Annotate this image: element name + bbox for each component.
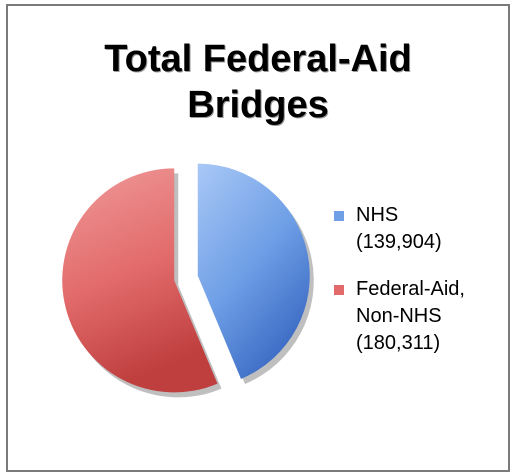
legend-swatch-nhs (334, 211, 344, 221)
legend-swatch-federal-aid-non-nhs (334, 285, 344, 295)
chart-title-line-1: Total Federal-Aid (104, 38, 412, 80)
chart-title: Total Federal-Aid Bridges (8, 36, 508, 128)
chart-legend: NHS (139,904) Federal-Aid, Non-NHS (180,… (334, 202, 504, 377)
chart-frame: Total Federal-Aid Bridges NHS (139,904) … (6, 4, 510, 472)
pie-slice-nhs (197, 163, 310, 379)
legend-item-nhs: NHS (139,904) (334, 202, 504, 256)
legend-label-federal-aid-non-nhs: Federal-Aid, Non-NHS (180,311) (356, 278, 465, 354)
pie-slice-federal-aid-non-nhs (62, 168, 218, 393)
pie-chart (62, 163, 314, 398)
chart-title-line-2: Bridges (187, 84, 329, 126)
legend-label-nhs: NHS (139,904) (356, 204, 442, 253)
legend-item-federal-aid-non-nhs: Federal-Aid, Non-NHS (180,311) (334, 276, 504, 357)
